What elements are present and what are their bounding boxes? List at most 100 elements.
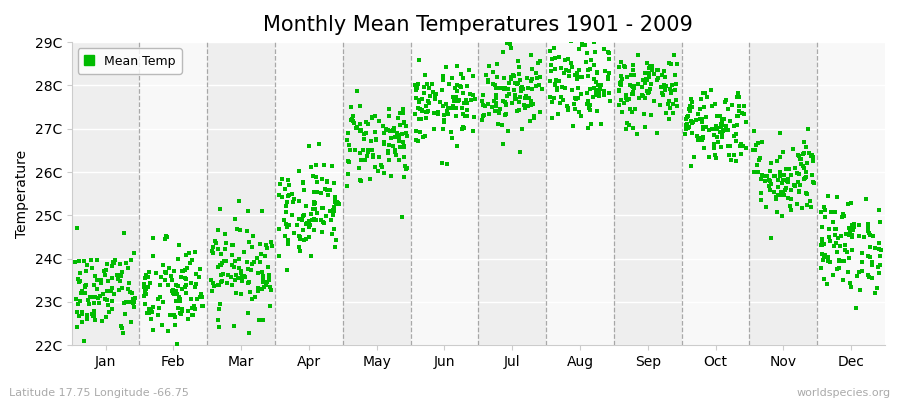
Point (760, 173, 774, 179)
Bar (275, 42, 343, 345)
Point (554, 84, 569, 90)
Point (733, 94, 747, 100)
Point (806, 154, 820, 160)
Point (709, 134, 724, 140)
Point (535, 86, 549, 93)
Point (160, 234, 175, 240)
Point (84, 257, 98, 263)
Point (728, 138, 742, 144)
Point (454, 71, 468, 78)
Point (76, 258, 91, 264)
Point (139, 290, 153, 297)
Point (454, 126, 469, 133)
Point (162, 265, 176, 272)
Point (178, 275, 193, 281)
Point (374, 162, 388, 168)
Point (119, 260, 133, 266)
Point (590, 68, 604, 75)
Point (656, 84, 670, 90)
Point (572, 66, 586, 73)
Point (631, 52, 645, 58)
Point (214, 260, 229, 266)
Point (590, 70, 605, 76)
Point (842, 225, 856, 232)
Point (822, 226, 836, 233)
Point (823, 258, 837, 265)
Point (75, 288, 89, 294)
Point (806, 157, 820, 164)
Point (124, 319, 139, 326)
Point (872, 246, 886, 252)
Point (114, 272, 129, 279)
Point (169, 282, 184, 288)
Point (565, 123, 580, 129)
Point (572, 45, 587, 52)
Point (316, 205, 330, 211)
Point (252, 317, 266, 324)
Point (415, 108, 429, 114)
Point (176, 306, 190, 312)
Point (310, 178, 324, 185)
Point (87, 311, 102, 318)
Point (635, 84, 650, 90)
Point (99, 267, 113, 273)
Point (435, 87, 449, 93)
Point (328, 201, 343, 207)
Point (292, 244, 306, 250)
Point (262, 273, 276, 280)
Point (110, 272, 124, 278)
Point (624, 72, 638, 78)
Point (391, 115, 405, 122)
Point (451, 98, 465, 104)
Point (707, 145, 722, 152)
Point (837, 213, 851, 220)
Point (280, 267, 294, 273)
Point (307, 216, 321, 222)
Point (529, 75, 544, 82)
Point (418, 103, 433, 109)
Point (547, 55, 562, 61)
Point (235, 275, 249, 282)
Point (299, 203, 313, 209)
Point (582, 65, 597, 72)
Point (327, 226, 341, 232)
Point (100, 261, 114, 268)
Point (178, 284, 193, 290)
Point (292, 234, 307, 240)
Point (662, 60, 676, 66)
Point (410, 94, 424, 101)
Point (789, 201, 804, 208)
Point (456, 100, 471, 106)
Point (173, 310, 187, 316)
Point (353, 176, 367, 183)
Point (475, 113, 490, 119)
Point (517, 102, 531, 108)
Point (725, 102, 740, 108)
Point (594, 120, 608, 127)
Point (488, 82, 502, 89)
Point (241, 330, 256, 336)
Point (590, 88, 604, 94)
Point (454, 84, 469, 90)
Point (324, 163, 338, 170)
Point (654, 84, 669, 90)
Point (587, 76, 601, 82)
Point (525, 66, 539, 72)
Point (710, 125, 724, 132)
Point (528, 83, 543, 89)
Point (665, 82, 680, 88)
Point (241, 310, 256, 316)
Point (161, 282, 176, 288)
Point (847, 220, 861, 227)
Point (859, 195, 873, 202)
Point (828, 232, 842, 238)
Point (409, 87, 423, 93)
Point (429, 91, 444, 98)
Point (72, 270, 86, 276)
Point (292, 216, 306, 222)
Point (314, 204, 328, 211)
Point (320, 186, 334, 193)
Point (601, 70, 616, 76)
Bar (140, 42, 207, 345)
Point (665, 101, 680, 107)
